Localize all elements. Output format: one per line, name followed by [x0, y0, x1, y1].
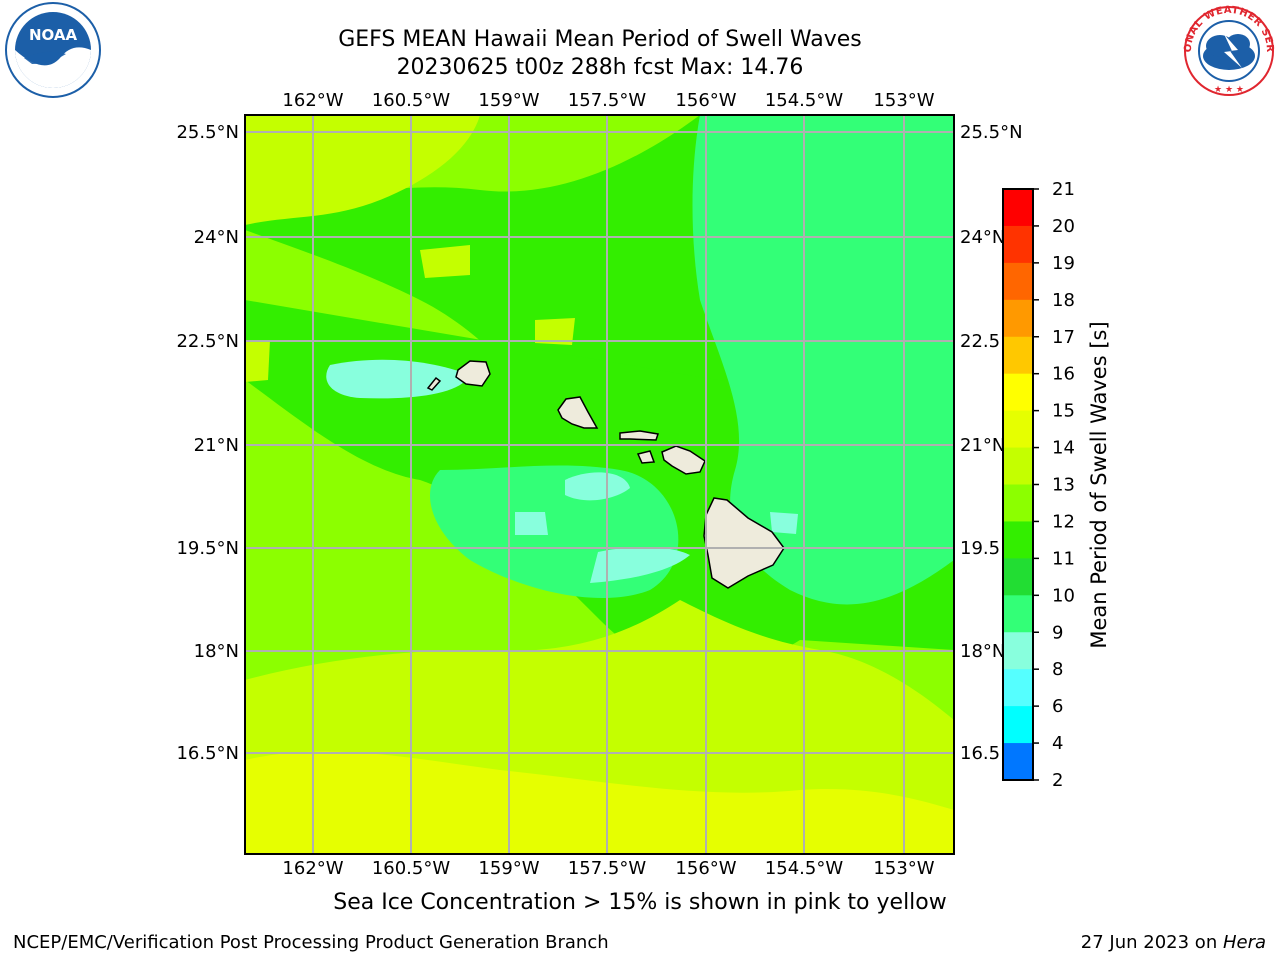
lon-tick-label: 154.5°W: [765, 858, 844, 879]
lon-tick-label: 159°W: [478, 90, 539, 111]
colorbar-tick-label: 18: [1052, 290, 1075, 311]
lat-tick-label: 18°N: [194, 641, 239, 662]
colorbar-tick-label: 13: [1052, 475, 1075, 496]
svg-text:★ ★ ★: ★ ★ ★: [1214, 85, 1244, 95]
colorbar-tick-label: 8: [1052, 659, 1063, 680]
noaa-logo: NOAA: [5, 2, 101, 98]
colorbar-tick-label: 21: [1052, 179, 1075, 200]
chart-title: GEFS MEAN Hawaii Mean Period of Swell Wa…: [338, 27, 862, 52]
field-band-9d: [590, 547, 690, 583]
hawaii-islands: [426, 360, 785, 589]
colorbar-bin: [1003, 669, 1033, 707]
colorbar-tick-label: 12: [1052, 511, 1075, 532]
lat-tick-label: 19.5: [960, 538, 1000, 559]
graticule: [245, 115, 954, 854]
colorbar: 21 20 19 18 17 16 15 14 13 12 11 10 9 8 6 4 2: [1002, 179, 1075, 791]
noaa-logo-text: NOAA: [29, 26, 78, 44]
colorbar-tick-label: 14: [1052, 438, 1075, 459]
lon-tick-label: 160.5°W: [372, 858, 451, 879]
island-lanai: [636, 450, 656, 464]
field-layer: [245, 115, 954, 854]
lat-tick-label: 21°N: [960, 435, 1005, 456]
colorbar-bin: [1003, 484, 1033, 522]
colorbar-tick-label: 11: [1052, 548, 1075, 569]
colorbar-tick-label: 9: [1052, 622, 1063, 643]
lon-tick-label: 162°W: [282, 858, 343, 879]
lat-tick-label: 22.5: [960, 331, 1000, 352]
lon-tick-label: 156°W: [675, 90, 736, 111]
nws-logo: NATIONAL WEATHER SERVICE ★ ★ ★: [1180, 4, 1275, 96]
lat-tick-label: 24°N: [194, 227, 239, 248]
colorbar-tick-label: 20: [1052, 216, 1075, 237]
colorbar-bin: [1003, 189, 1033, 227]
lon-tick-label: 157.5°W: [568, 90, 647, 111]
colorbar-bin: [1003, 299, 1033, 338]
island-oahu: [557, 396, 599, 429]
colorbar-tick-label: 4: [1052, 733, 1063, 754]
sea-ice-note: Sea Ice Concentration > 15% is shown in …: [333, 890, 947, 915]
lat-tick-label: 25.5°N: [960, 122, 1023, 143]
colorbar-bin: [1003, 373, 1033, 412]
lat-tick-label: 16.5°N: [176, 743, 239, 764]
lat-labels-right: 25.5°N 24°N 22.5 21°N 19.5 18°N 16.5: [960, 122, 1023, 764]
lon-tick-label: 156°W: [675, 858, 736, 879]
lat-tick-label: 21°N: [194, 435, 239, 456]
colorbar-bin: [1003, 706, 1033, 744]
colorbar-tick-label: 6: [1052, 696, 1063, 717]
lon-tick-label: 162°W: [282, 90, 343, 111]
field-band-13e: [245, 340, 270, 382]
field-band-9c: [515, 512, 548, 535]
field-band-13a: [245, 115, 480, 225]
island-niihau: [426, 376, 442, 391]
field-band-13d: [535, 318, 575, 345]
island-molokai: [619, 430, 659, 441]
field-band-9b: [565, 472, 630, 501]
lon-tick-label: 160.5°W: [372, 90, 451, 111]
colorbar-tick-label: 16: [1052, 364, 1075, 385]
lon-tick-label: 153°W: [873, 858, 934, 879]
lat-tick-label: 19.5°N: [176, 538, 239, 559]
colorbar-tick-label: 15: [1052, 401, 1075, 422]
lon-tick-label: 157.5°W: [568, 858, 647, 879]
field-band-9e: [770, 512, 798, 534]
lon-tick-label: 159°W: [478, 858, 539, 879]
colorbar-bin: [1003, 743, 1033, 781]
lon-tick-label: 154.5°W: [765, 90, 844, 111]
colorbar-tick-label: 19: [1052, 253, 1075, 274]
colorbar-bin: [1003, 558, 1033, 596]
lon-labels-bottom: 162°W 160.5°W 159°W 157.5°W 156°W 154.5°W 153°…: [282, 858, 934, 879]
date-stamp: 27 Jun 2023 on Hera: [1081, 932, 1266, 953]
colorbar-bin: [1003, 521, 1033, 559]
lat-tick-label: 18°N: [960, 641, 1005, 662]
field-band-13c: [420, 245, 470, 278]
colorbar-label: Mean Period of Swell Waves [s]: [1087, 321, 1111, 648]
colorbar-bin: [1003, 595, 1033, 633]
island-hawaii: [703, 497, 785, 589]
colorbar-bin: [1003, 410, 1033, 449]
island-maui: [661, 445, 706, 475]
date-text: 27 Jun 2023 on: [1080, 932, 1223, 953]
machine-name: Hera: [1222, 932, 1266, 953]
colorbar-bin: [1003, 336, 1033, 375]
field-band-14: [245, 751, 954, 854]
colorbar-bin: [1003, 447, 1033, 485]
lon-labels-top: 162°W 160.5°W 159°W 157.5°W 156°W 154.5°W 153°…: [282, 90, 934, 111]
credit-text: NCEP/EMC/Verification Post Processing Pr…: [13, 932, 609, 953]
lat-tick-label: 24°N: [960, 227, 1005, 248]
lat-tick-label: 22.5°N: [176, 331, 239, 352]
colorbar-bin: [1003, 225, 1033, 264]
island-kauai: [455, 360, 491, 387]
map-frame: [244, 114, 955, 855]
lat-tick-label: 16.5: [960, 743, 1000, 764]
lon-tick-label: 153°W: [873, 90, 934, 111]
colorbar-tick-label: 17: [1052, 327, 1075, 348]
colorbar-tick-label: 10: [1052, 585, 1075, 606]
colorbar-tick-label: 2: [1052, 770, 1063, 791]
lat-tick-label: 25.5°N: [176, 122, 239, 143]
colorbar-bin: [1003, 632, 1033, 670]
colorbar-bin: [1003, 262, 1033, 301]
chart-subtitle: 20230625 t00z 288h fcst Max: 14.76: [396, 55, 804, 80]
lat-labels-left: 25.5°N 24°N 22.5°N 21°N 19.5°N 18°N 16.5°N: [176, 122, 239, 764]
